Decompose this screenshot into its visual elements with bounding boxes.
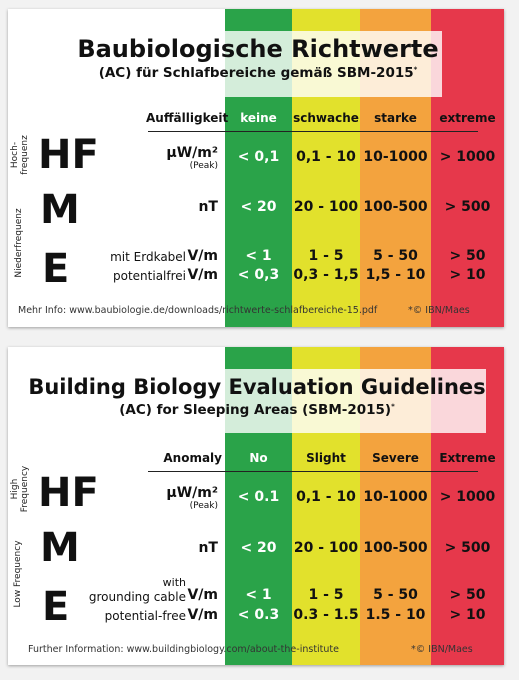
m-value-severe: 100-500 — [363, 540, 428, 556]
title-box: Baubiologische Richtwerte (AC) für Schla… — [74, 31, 442, 97]
e2-unit: V/m — [187, 267, 218, 283]
e2-unit: V/m — [187, 607, 218, 623]
title-box: Building Biology Evaluation Guidelines (… — [28, 369, 486, 433]
e2-label: potential-free — [104, 609, 186, 623]
column-header-slight: schwache — [293, 111, 359, 125]
footer-copyright: *© IBN/Maes — [408, 305, 470, 316]
card-subtitle: (AC) für Schlafbereiche gemäß SBM-2015* — [98, 65, 418, 81]
e2-label: potentialfrei — [113, 269, 186, 283]
card-title: Baubiologische Richtwerte — [77, 35, 439, 63]
column-header-extreme: Extreme — [439, 451, 496, 465]
card-title: Building Biology Evaluation Guidelines — [28, 375, 486, 399]
e2-value-none: < 0,3 — [237, 267, 280, 283]
m-unit: nT — [198, 199, 218, 215]
e1-label: mit Erdkabel — [110, 250, 186, 264]
header-rule — [148, 131, 478, 132]
hf-value-slight: 0,1 - 10 — [296, 149, 356, 165]
e1-value-extreme: > 50 — [449, 587, 486, 603]
footer-copyright: *© IBN/Maes — [411, 644, 473, 655]
guideline-card-english: Building Biology Evaluation Guidelines (… — [8, 347, 504, 665]
m-value-none: < 20 — [240, 199, 277, 215]
e2-value-slight: 0.3 - 1.5 — [293, 607, 359, 623]
lf-side-label: Niederfrequenz — [14, 208, 24, 278]
m-value-slight: 20 - 100 — [293, 540, 359, 556]
e1-value-extreme: > 50 — [449, 248, 486, 264]
column-header-severe: Severe — [372, 451, 419, 465]
footer-info: Further Information: www.buildingbiology… — [28, 644, 339, 655]
m-value-extreme: > 500 — [444, 199, 491, 215]
e1-label: grounding cable — [88, 590, 186, 604]
hf-letter: HF — [38, 470, 99, 516]
column-header-extreme: extreme — [439, 111, 496, 125]
m-value-severe: 100-500 — [363, 199, 428, 215]
e1-value-none: < 1 — [245, 587, 272, 603]
hf-value-none: < 0.1 — [237, 489, 280, 505]
e1-unit: V/m — [187, 587, 218, 603]
hf-side-label: High Frequency — [10, 465, 30, 513]
e-letter: E — [42, 246, 70, 292]
e2-value-severe: 1,5 - 10 — [365, 267, 426, 283]
column-header-none: keine — [240, 111, 277, 125]
card-subtitle: (AC) for Sleeping Areas (SBM-2015)* — [119, 402, 395, 418]
e1-value-severe: 5 - 50 — [373, 587, 418, 603]
e2-value-extreme: > 10 — [449, 267, 486, 283]
e2-value-extreme: > 10 — [449, 607, 486, 623]
column-header-slight: Slight — [306, 451, 346, 465]
column-header-severe: starke — [374, 111, 417, 125]
e2-value-slight: 0,3 - 1,5 — [293, 267, 359, 283]
e1-unit: V/m — [187, 248, 218, 264]
e1-value-slight: 1 - 5 — [308, 587, 344, 603]
hf-unit: µW/m² (Peak) — [166, 485, 218, 511]
e1-value-none: < 1 — [245, 248, 272, 264]
hf-value-extreme: > 1000 — [439, 489, 496, 505]
e2-value-none: < 0.3 — [237, 607, 280, 623]
footer-info: Mehr Info: www.baubiologie.de/downloads/… — [18, 305, 378, 316]
header-label: Anomaly — [163, 451, 222, 465]
m-value-extreme: > 500 — [444, 540, 491, 556]
column-header-none: No — [249, 451, 268, 465]
hf-value-severe: 10-1000 — [363, 489, 428, 505]
e2-value-severe: 1.5 - 10 — [365, 607, 426, 623]
m-unit: nT — [198, 540, 218, 556]
hf-letter: HF — [38, 132, 99, 178]
e1-value-slight: 1 - 5 — [308, 248, 344, 264]
hf-side-label: Hoch-frequenz — [10, 135, 30, 175]
header-rule — [148, 471, 478, 472]
hf-unit: µW/m² (Peak) — [166, 145, 218, 171]
m-letter: M — [40, 187, 80, 233]
e1-label-top: with — [162, 576, 186, 589]
header-label: Auffälligkeit — [146, 111, 229, 125]
m-letter: M — [40, 525, 80, 571]
m-value-none: < 20 — [240, 540, 277, 556]
m-value-slight: 20 - 100 — [293, 199, 359, 215]
lf-side-label: Low Frequency — [13, 540, 23, 608]
e-letter: E — [42, 584, 70, 630]
hf-value-extreme: > 1000 — [439, 149, 496, 165]
band-red — [431, 9, 504, 327]
hf-value-severe: 10-1000 — [363, 149, 428, 165]
hf-value-slight: 0,1 - 10 — [296, 489, 356, 505]
e1-value-severe: 5 - 50 — [373, 248, 418, 264]
guideline-card-german: Baubiologische Richtwerte (AC) für Schla… — [8, 9, 504, 327]
hf-value-none: < 0,1 — [237, 149, 280, 165]
